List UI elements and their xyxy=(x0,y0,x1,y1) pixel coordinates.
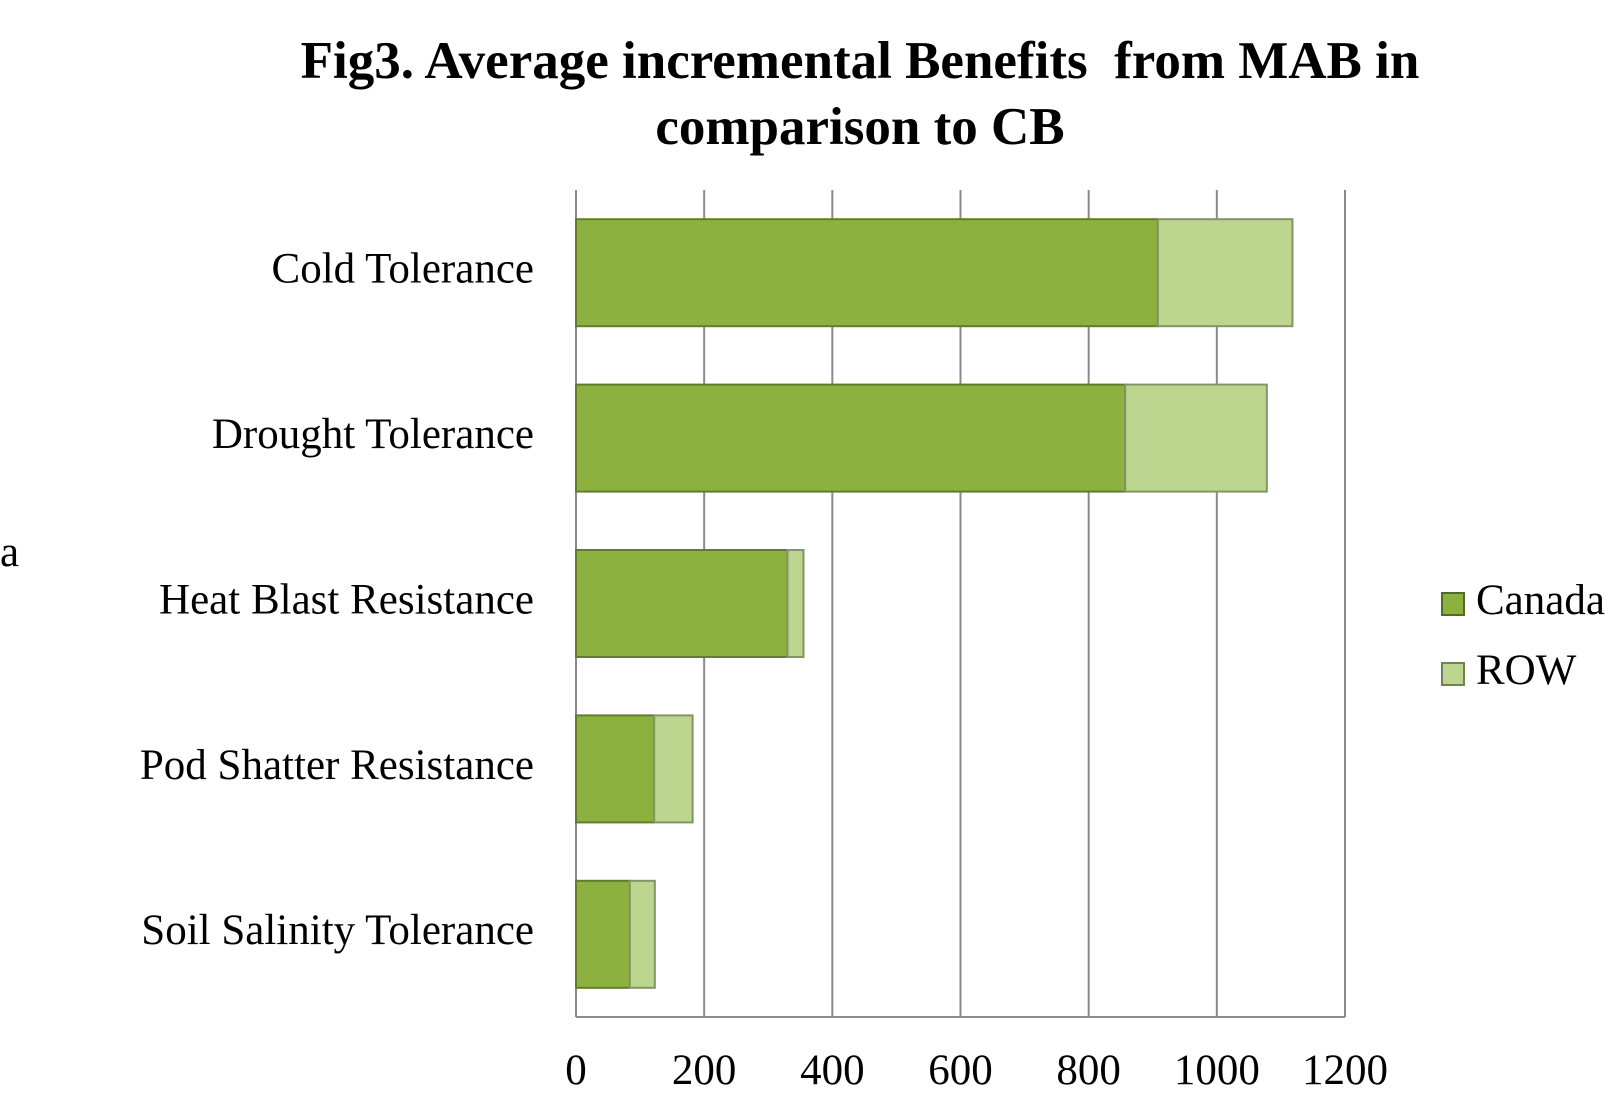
bar xyxy=(575,714,656,824)
bar xyxy=(575,879,631,989)
x-tick-label: 400 xyxy=(800,1047,865,1094)
bar xyxy=(575,218,1159,328)
x-tick-label: 1000 xyxy=(1174,1047,1260,1094)
legend-label: Canada xyxy=(1476,577,1605,624)
bar xyxy=(1124,383,1268,493)
bar xyxy=(1156,218,1294,328)
x-tick-label: 0 xyxy=(565,1047,587,1094)
x-tick-label: 1200 xyxy=(1302,1047,1388,1094)
y-tick-label: Heat Blast Resistance xyxy=(159,576,534,623)
y-tick-label: Drought Tolerance xyxy=(212,411,534,458)
bar xyxy=(628,879,656,989)
annotation: a xyxy=(0,529,19,576)
y-tick-label: Soil Salinity Tolerance xyxy=(141,907,534,954)
bar xyxy=(575,549,789,658)
chart-title: Fig3. Average incremental Benefits from … xyxy=(300,32,1433,156)
x-tick-label: 200 xyxy=(672,1047,737,1094)
bar xyxy=(786,549,805,658)
bar xyxy=(575,383,1127,493)
y-tick-label: Pod Shatter Resistance xyxy=(140,742,534,789)
legend-swatch xyxy=(1441,662,1465,686)
y-tick-label: Cold Tolerance xyxy=(272,246,534,293)
x-tick-label: 800 xyxy=(1056,1047,1121,1094)
x-tick-label: 600 xyxy=(928,1047,993,1094)
legend-swatch xyxy=(1441,592,1465,616)
bar xyxy=(653,714,694,824)
legend-label: ROW xyxy=(1476,647,1577,694)
